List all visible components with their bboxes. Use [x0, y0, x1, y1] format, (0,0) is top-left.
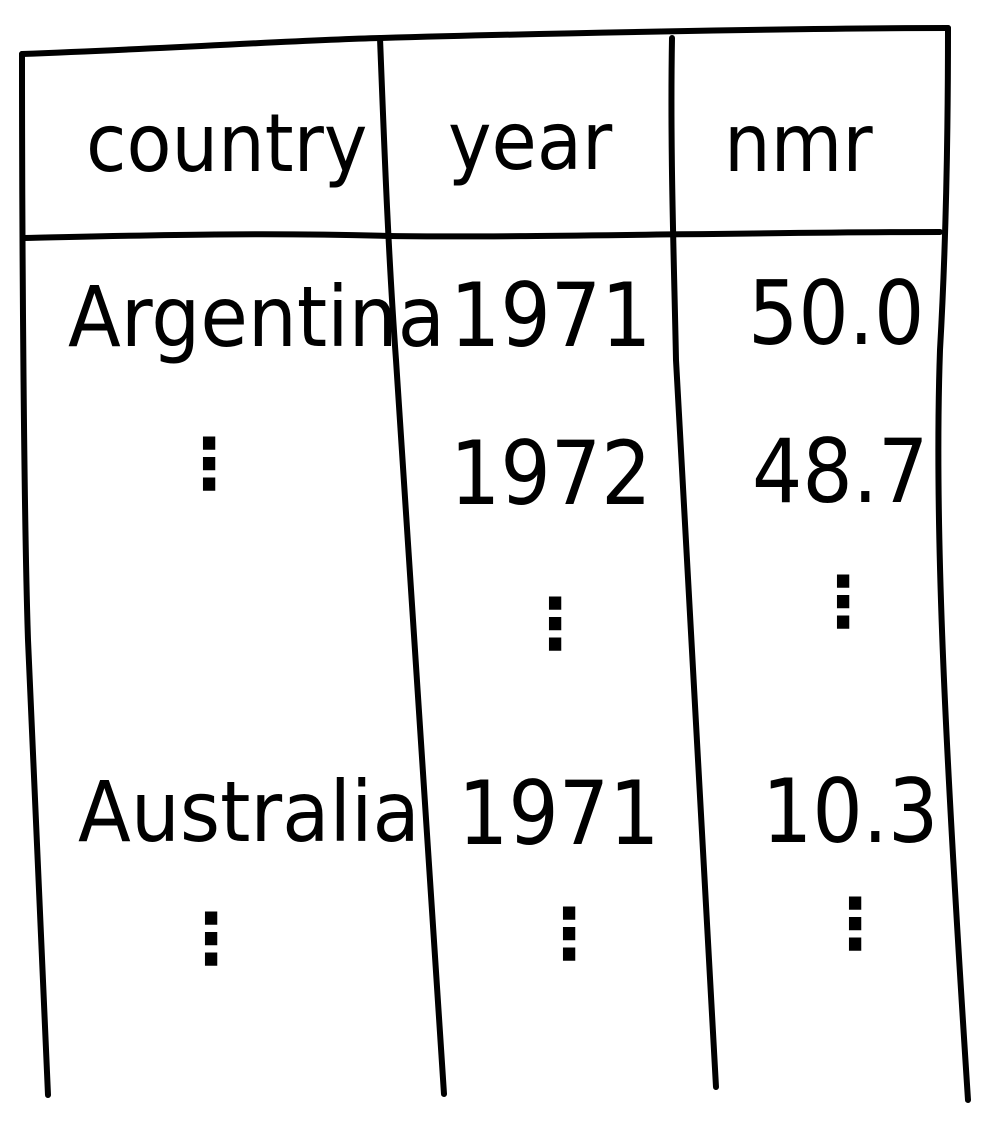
row-1-nmr: 50.0 — [748, 262, 925, 365]
row-3-country: Australia — [78, 763, 420, 861]
header-nmr: nmr — [724, 97, 873, 190]
row-3-year: 1971 — [458, 762, 660, 865]
column-divider-1 — [377, 35, 447, 1097]
right-border — [935, 25, 971, 1103]
country-ellipsis-1: ⋮ — [174, 423, 244, 505]
nmr-ellipsis-2: ⋮ — [820, 883, 890, 965]
nmr-ellipsis-1: ⋮ — [808, 561, 878, 643]
header-year: year — [448, 95, 613, 188]
header-divider — [21, 229, 943, 241]
table-top-border — [19, 25, 951, 57]
row-1-country: Argentina — [68, 268, 445, 366]
row-1-year: 1971 — [450, 264, 652, 367]
year-ellipsis-2: ⋮ — [534, 893, 604, 975]
row-2-nmr: 48.7 — [752, 420, 929, 523]
country-ellipsis-2: ⋮ — [176, 898, 246, 980]
year-ellipsis-1: ⋮ — [520, 583, 590, 665]
column-divider-2 — [668, 35, 719, 1090]
header-country: country — [86, 97, 368, 190]
row-3-nmr: 10.3 — [762, 760, 939, 863]
left-border — [19, 51, 51, 1098]
row-2-year: 1972 — [450, 422, 652, 525]
